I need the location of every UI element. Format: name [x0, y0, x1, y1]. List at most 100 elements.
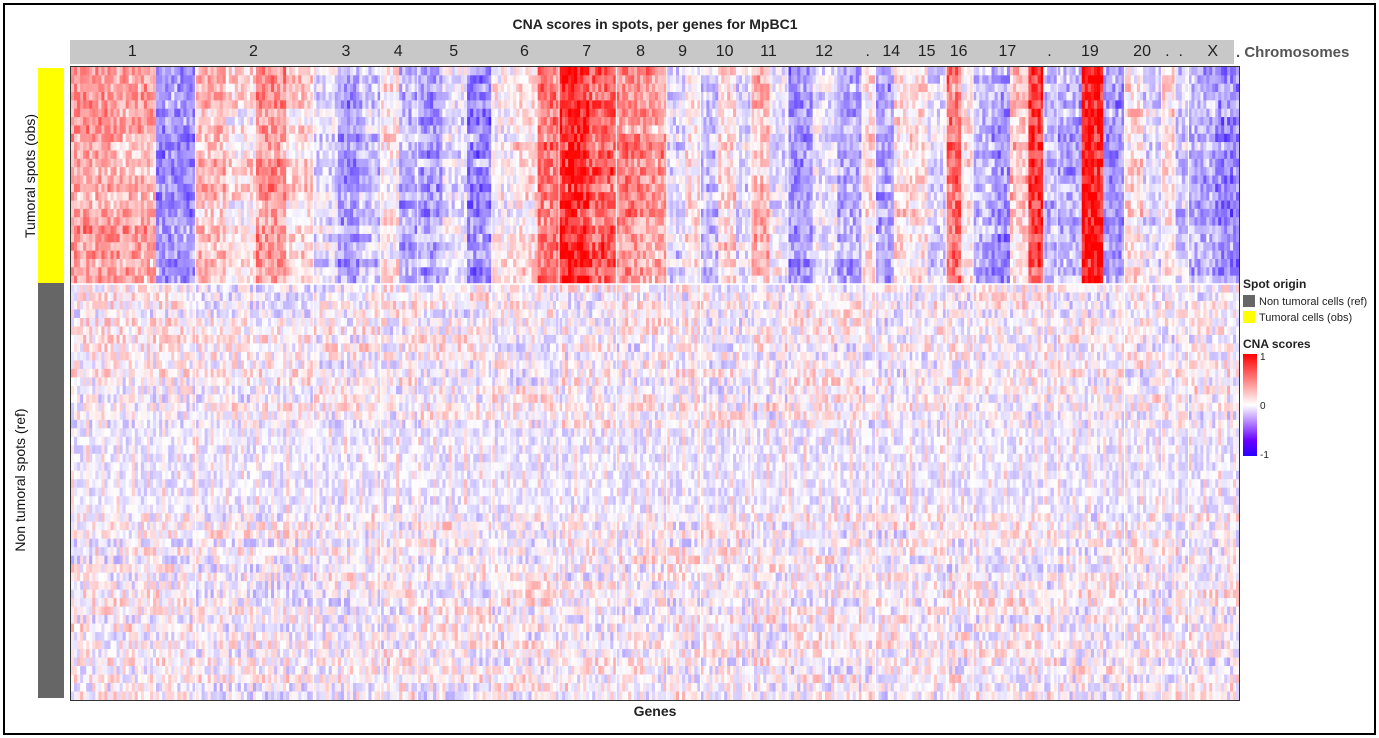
heatmap-cell: [149, 462, 154, 472]
heatmap-cell: [86, 598, 90, 608]
heatmap-cell: [168, 479, 172, 489]
heatmap-cell: [116, 200, 121, 210]
heatmap-cell: [183, 326, 188, 336]
heatmap-cell: [192, 150, 197, 160]
heatmap-cell: [110, 242, 115, 252]
heatmap-cell: [174, 402, 178, 412]
heatmap-cell: [192, 496, 197, 506]
heatmap-cell: [143, 284, 148, 294]
heatmap-cell: [143, 538, 148, 548]
heatmap-cell: [98, 267, 102, 277]
heatmap-cell: [177, 598, 181, 608]
heatmap-cell: [165, 208, 169, 218]
heatmap-cell: [71, 125, 75, 135]
heatmap-cell: [174, 317, 178, 328]
heatmap-cell: [92, 167, 96, 177]
heatmap-cell: [140, 436, 145, 446]
heatmap-cell: [165, 479, 169, 489]
heatmap-cell: [192, 300, 197, 311]
heatmap-cell: [125, 343, 130, 353]
heatmap-cell: [149, 233, 154, 243]
heatmap-cell: [107, 217, 112, 227]
heatmap-cell: [122, 462, 127, 472]
heatmap-cell: [74, 267, 78, 277]
heatmap-cell: [98, 192, 102, 202]
heatmap-cell: [89, 351, 93, 362]
heatmap-cell: [131, 436, 136, 446]
heatmap-cell: [153, 292, 157, 302]
heatmap-cell: [92, 150, 96, 160]
heatmap-cell: [143, 411, 148, 421]
heatmap-cell: [165, 360, 169, 370]
heatmap-cell: [113, 479, 118, 489]
heatmap-cell: [110, 142, 115, 152]
heatmap-cell: [98, 300, 102, 311]
heatmap-cell: [128, 513, 133, 523]
heatmap-cell: [104, 108, 109, 118]
heatmap-cell: [104, 470, 109, 480]
heatmap-cell: [137, 479, 142, 489]
heatmap-cell: [119, 538, 124, 548]
heatmap-cell: [168, 564, 172, 574]
heatmap-cell: [162, 83, 166, 93]
heatmap-cell: [86, 581, 90, 591]
heatmap-cell: [71, 133, 75, 143]
heatmap-cell: [162, 479, 166, 489]
heatmap-cell: [125, 334, 130, 345]
heatmap-cell: [146, 343, 151, 353]
heatmap-cell: [104, 581, 109, 591]
heatmap-cell: [137, 428, 142, 438]
heatmap-cell: [104, 233, 109, 243]
heatmap-cell: [137, 208, 142, 218]
heatmap-cell: [125, 589, 130, 599]
heatmap-cell: [80, 581, 84, 591]
heatmap-cell: [143, 394, 148, 404]
heatmap-cell: [177, 233, 181, 243]
heatmap-cell: [98, 317, 102, 328]
heatmap-cell: [186, 411, 191, 421]
heatmap-cell: [171, 192, 175, 202]
heatmap-cell: [77, 581, 81, 591]
heatmap-cell: [180, 351, 184, 362]
heatmap-cell: [92, 394, 96, 404]
heatmap-cell: [165, 233, 169, 243]
heatmap-cell: [180, 581, 184, 591]
heatmap-cell: [80, 555, 84, 565]
heatmap-cell: [101, 67, 106, 76]
heatmap-cell: [168, 250, 172, 260]
heatmap-cell: [143, 125, 148, 135]
heatmap-cell: [116, 225, 121, 235]
heatmap-cell: [113, 487, 118, 497]
tumoral-group-bar: [38, 68, 64, 283]
heatmap-cell: [146, 334, 151, 345]
heatmap-cell: [143, 217, 148, 227]
heatmap-cell: [95, 183, 99, 193]
heatmap-cell: [168, 513, 172, 523]
heatmap-cell: [140, 175, 145, 185]
heatmap-cell: [107, 589, 112, 599]
heatmap-cell: [128, 167, 133, 177]
heatmap-cell: [104, 92, 109, 101]
heatmap-cell: [153, 334, 157, 345]
heatmap-cell: [189, 92, 194, 101]
heatmap-cell: [146, 504, 151, 514]
heatmap-cell: [168, 275, 172, 285]
heatmap-cell: [125, 292, 130, 302]
heatmap-cell: [74, 167, 78, 177]
heatmap-cell: [168, 117, 172, 127]
heatmap-cell: [104, 496, 109, 506]
heatmap-cell: [86, 360, 90, 370]
heatmap-cell: [89, 377, 93, 387]
heatmap-cell: [95, 368, 99, 378]
heatmap-cell: [183, 606, 188, 616]
heatmap-cell: [140, 368, 145, 378]
heatmap-cell: [192, 100, 197, 110]
heatmap-cell: [186, 92, 191, 101]
heatmap-cell: [159, 581, 163, 591]
heatmap-cell: [156, 242, 160, 252]
heatmap-cell: [159, 334, 163, 345]
heatmap-cell: [125, 555, 130, 565]
heatmap-cell: [165, 487, 169, 497]
heatmap-cell: [95, 394, 99, 404]
heatmap-cell: [149, 142, 154, 152]
